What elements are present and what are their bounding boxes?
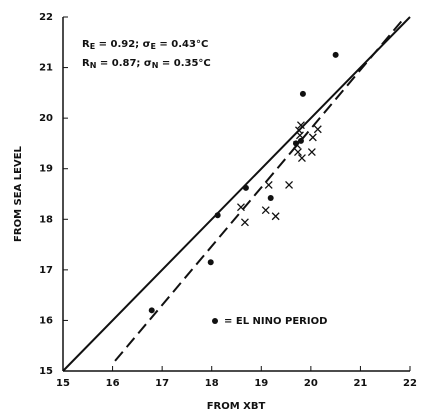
annotation-part: R (82, 39, 90, 50)
y-tick-label: 19 (39, 164, 53, 175)
annotation: RE = 0.92; σE = 0.43°C (82, 39, 208, 51)
y-tick-label: 15 (39, 366, 53, 377)
y-tick-label: 21 (39, 63, 53, 74)
x-tick-label: 17 (155, 378, 169, 389)
dot-point (207, 259, 214, 266)
fit-line (114, 16, 406, 362)
annotation-part: E (90, 42, 95, 51)
annotation-part: = 0.87; (96, 58, 144, 69)
cross-point (240, 218, 249, 227)
y-tick-label: 17 (39, 265, 53, 276)
annotation-part: N (90, 61, 97, 70)
annotation-part: E (150, 42, 155, 51)
dot-point (332, 51, 339, 58)
cross-point (271, 212, 280, 221)
cross-point (297, 154, 306, 163)
x-axis-label: FROM XBT (207, 401, 266, 412)
annotation-part: = 0.92; (95, 39, 143, 50)
annotation-part: = 0.35°C (158, 58, 210, 69)
annotation-part: σ (143, 39, 151, 50)
x-tick-label: 16 (106, 378, 120, 389)
annotation: RN = 0.87; σN = 0.35°C (82, 58, 211, 70)
y-tick-label: 16 (39, 315, 53, 326)
cross-point (285, 180, 294, 189)
x-tick-label: 22 (403, 378, 417, 389)
cross-point (313, 125, 322, 134)
cross-point (264, 180, 273, 189)
annotation-part: N (152, 61, 159, 70)
fit-line (62, 16, 411, 372)
legend-marker (212, 318, 218, 324)
x-tick-label: 18 (205, 378, 219, 389)
legend-label: = EL NINO PERIOD (224, 316, 327, 327)
cross-point (296, 121, 305, 130)
x-tick-label: 20 (304, 378, 318, 389)
dot-point (148, 307, 155, 314)
annotation-part: R (82, 58, 90, 69)
x-tick-label: 21 (353, 378, 367, 389)
cross-point (307, 148, 316, 156)
annotation-part: = 0.43°C (156, 39, 208, 50)
y-tick-label: 18 (39, 214, 53, 225)
cross-point (294, 148, 302, 156)
cross-point (261, 206, 270, 215)
cross-point (308, 133, 317, 142)
x-tick-label: 19 (254, 378, 268, 389)
x-tick-label: 15 (56, 378, 70, 389)
annotation-part: σ (144, 58, 152, 69)
dot-point (292, 140, 299, 147)
y-tick-label: 22 (39, 12, 53, 23)
y-tick-label: 20 (39, 113, 53, 124)
dot-point (267, 195, 274, 202)
y-axis-label: FROM SEA LEVEL (13, 145, 24, 241)
dot-point (299, 90, 306, 97)
